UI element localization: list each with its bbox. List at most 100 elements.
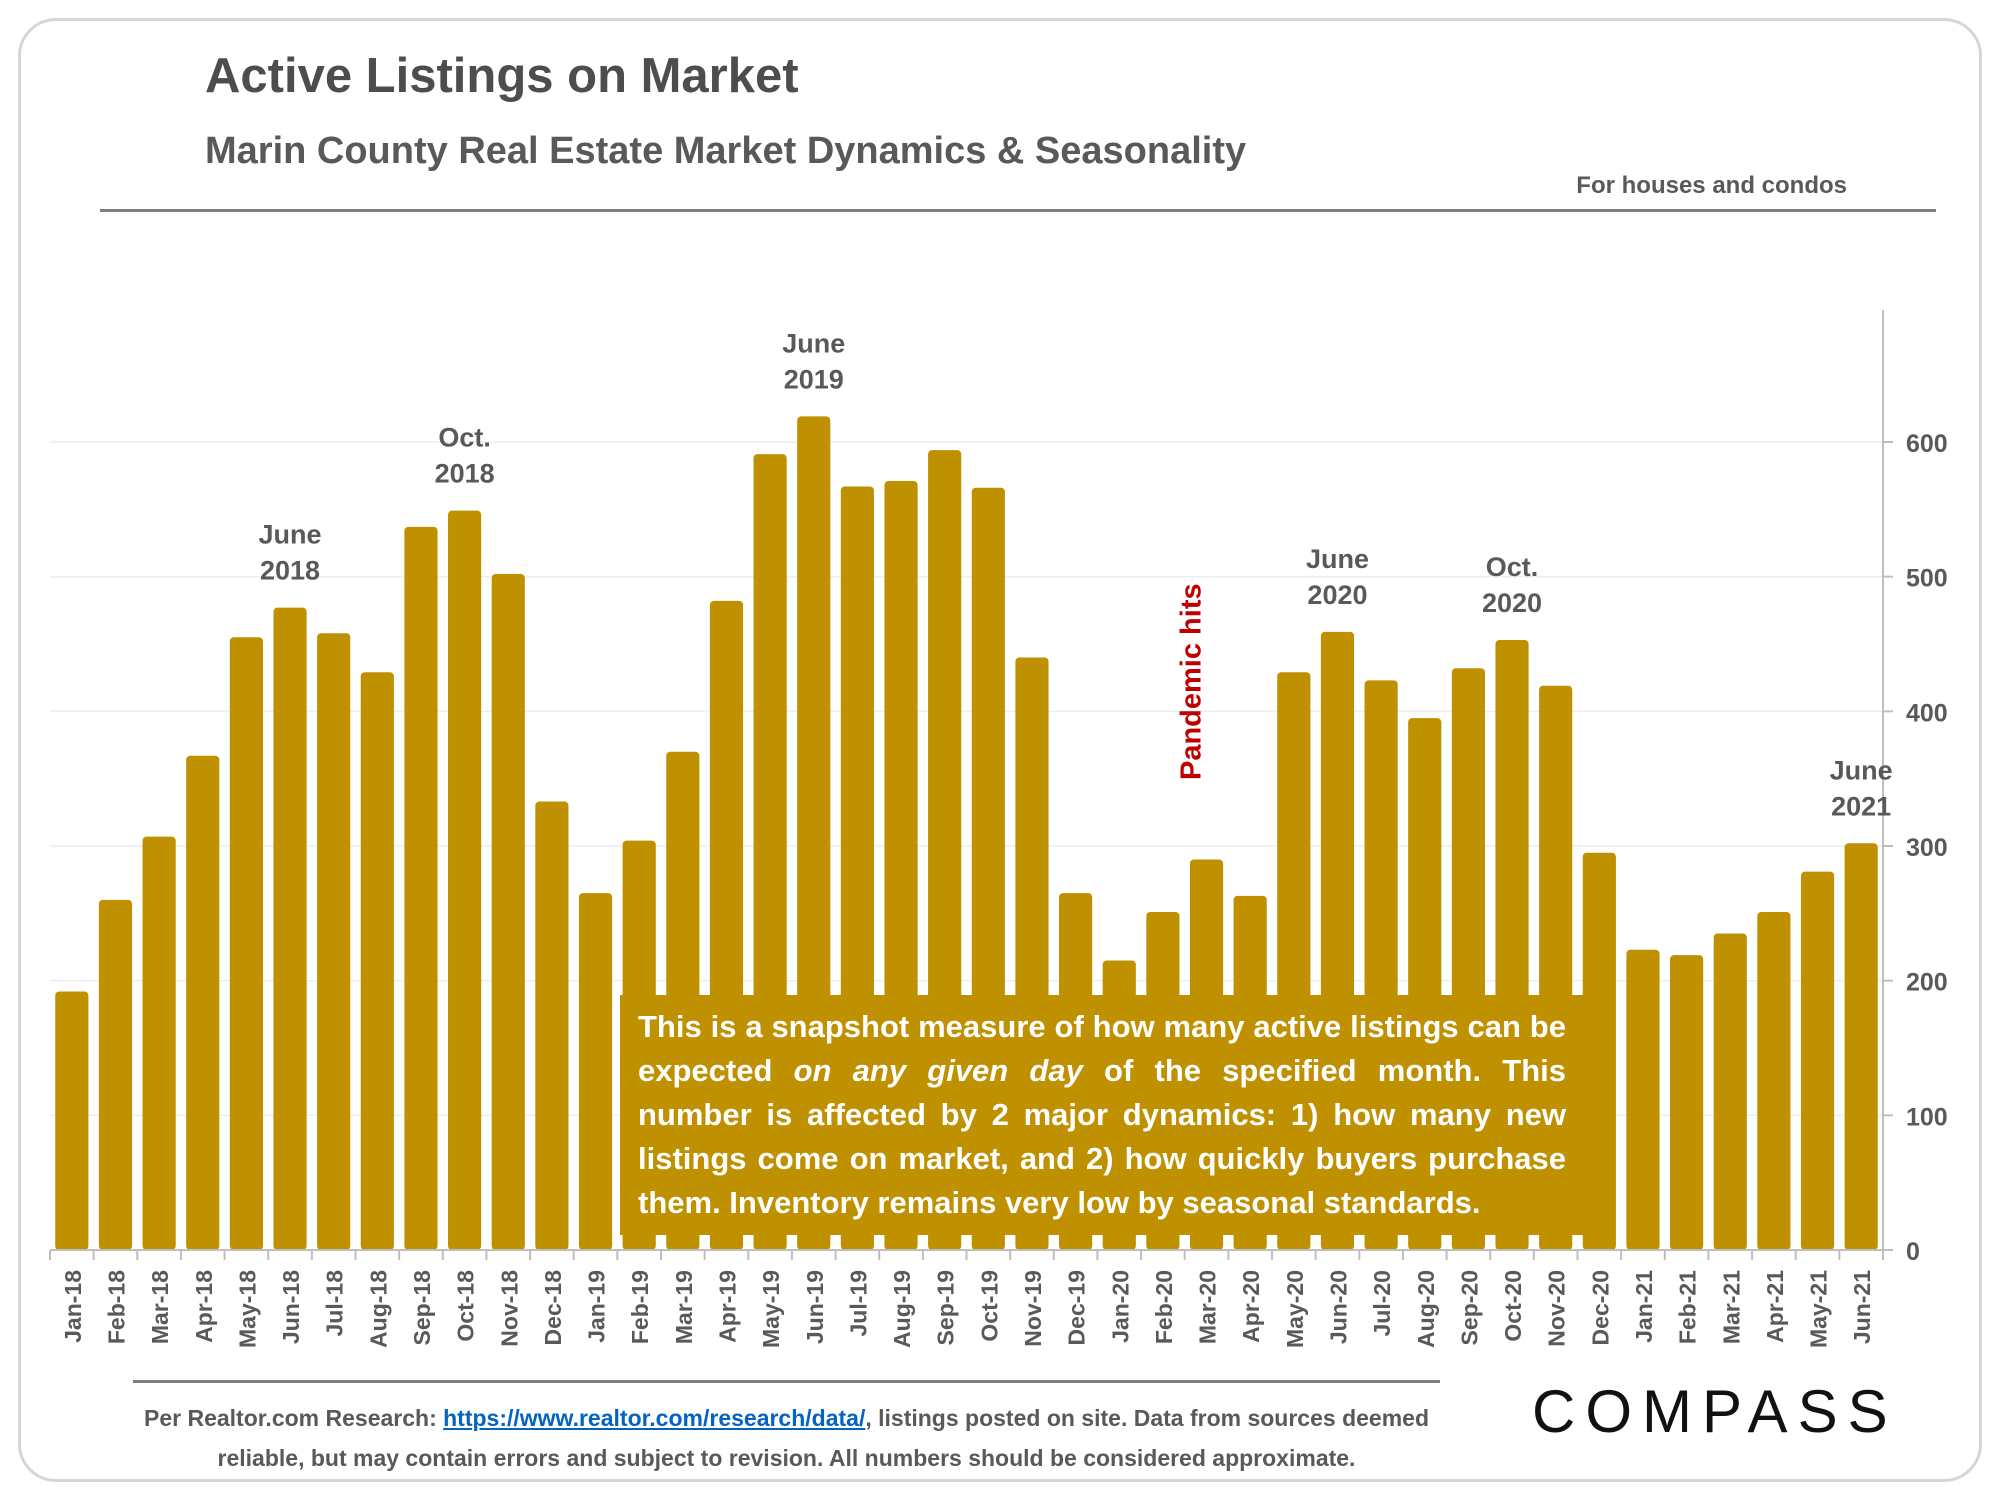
x-tick-label: Aug-19 [889,1270,915,1348]
bar [98,899,133,1250]
bar [186,755,220,1250]
x-tick-label: Aug-20 [1413,1270,1439,1348]
bar [1582,852,1616,1250]
annotation-line1: Oct. [438,423,491,453]
x-tick-label: May-20 [1282,1270,1308,1348]
scope-note: For houses and condos [1576,172,1847,199]
x-tick-label: Mar-19 [671,1270,697,1344]
bar [142,836,176,1250]
annotation-line2: 2018 [260,556,320,586]
x-tick-label: Jun-21 [1849,1270,1875,1344]
y-tick-label: 100 [1906,1103,1948,1131]
x-tick-label: Mar-20 [1195,1270,1221,1344]
chart-title: Active Listings on Market [205,49,799,103]
bar [229,637,263,1250]
x-tick-label: Jan-18 [60,1270,86,1343]
annotation-line1: Oct. [1486,552,1539,582]
bar [578,893,613,1250]
x-tick-label: Oct-20 [1500,1270,1526,1342]
chart-subtitle: Marin County Real Estate Market Dynamics… [205,130,1247,172]
x-tick-label: Dec-20 [1587,1270,1613,1345]
source-prefix: Per Realtor.com Research: [143,1405,444,1431]
annotation-line1: June [1830,755,1893,785]
annotation-line1: June [1306,544,1369,574]
x-tick-label: Apr-20 [1238,1270,1264,1343]
axes [49,310,1893,1260]
x-tick-label: Apr-21 [1762,1270,1788,1343]
y-tick-label: 300 [1906,834,1948,862]
annotation-line1: June [782,328,845,358]
x-tick-label: Dec-19 [1064,1270,1090,1345]
annotation-line1: June [259,520,322,550]
x-tick-label: Apr-19 [714,1270,740,1343]
x-tick-label: Jan-21 [1631,1270,1657,1343]
x-tick-label: Jul-18 [322,1270,348,1337]
x-tick-label: Mar-21 [1718,1270,1744,1344]
bar [491,573,525,1250]
note-text-2: of the specified month. This number is a… [638,1053,1566,1220]
note-emphasis: on any given day [793,1053,1083,1088]
annotation-line2: 2019 [784,364,844,394]
explanation-note: This is a snapshot measure of how many a… [620,995,1588,1235]
x-tick-label: Sep-19 [933,1270,959,1345]
bar [1800,871,1835,1250]
x-tick-label: May-18 [234,1270,260,1348]
peak-annotations: June 2018 Oct. 2018 June 2019 June 2020 Oct. 2020… [259,328,1893,821]
note-text-1: This is a snapshot measure of how many a… [638,1009,1566,1088]
x-tick-label: Jun-19 [802,1270,828,1344]
x-tick-label: Jan-20 [1107,1270,1133,1343]
footer-divider [133,1380,1440,1383]
x-tick-label: Jan-19 [584,1270,610,1343]
y-tick-label: 600 [1906,430,1948,458]
x-tick-label: Jun-18 [278,1270,304,1344]
x-tick-label: Jul-19 [845,1270,871,1336]
pandemic-label: Pandemic hits [1176,583,1208,780]
annotation-line2: 2021 [1831,791,1891,821]
bar [1844,843,1878,1250]
x-tick-label: Apr-18 [191,1270,217,1343]
source-link[interactable]: https://www.realtor.com/research/data/ [443,1405,866,1431]
compass-logo: COMPASS [1532,1378,1898,1445]
bar [404,526,438,1250]
x-tick-label: Oct-19 [976,1270,1002,1342]
x-tick-label: Nov-18 [496,1270,522,1347]
x-tick-label: Jul-20 [1369,1270,1395,1336]
x-tick-label: Dec-18 [540,1270,566,1346]
source-suffix: , listings posted on site. Data from sou… [217,1405,1429,1471]
x-tick-label: Feb-19 [627,1270,653,1344]
bar [1626,949,1660,1250]
x-tick-label: Nov-20 [1544,1270,1570,1347]
bar [535,801,569,1250]
x-tick-label: Nov-19 [1020,1270,1046,1347]
bar [1713,933,1747,1250]
y-tick-label: 400 [1906,699,1948,727]
x-tick-label: Sep-20 [1456,1270,1482,1345]
x-tick-label: Sep-18 [409,1270,435,1346]
annotation-line2: 2018 [435,459,495,489]
annotation-line2: 2020 [1307,580,1367,610]
y-tick-label: 500 [1906,565,1948,593]
x-tick-label: May-21 [1806,1270,1832,1348]
x-axis-labels: Jan-18 Feb-18 Mar-18 Apr-18 May-18 Jun-18 Jul-… [60,1270,1875,1348]
header-divider [100,209,1936,212]
y-axis-labels: 0 100 200 300 400 500 600 [1906,430,1948,1266]
annotation-line2: 2020 [1482,588,1542,618]
bar [55,991,89,1250]
x-tick-label: Feb-20 [1151,1270,1177,1344]
y-tick-label: 200 [1906,969,1948,997]
source-note: Per Realtor.com Research: https://www.re… [133,1398,1440,1478]
x-tick-label: Aug-18 [365,1270,391,1348]
x-tick-label: Jun-20 [1325,1270,1351,1344]
x-tick-label: Mar-18 [147,1270,173,1344]
x-tick-label: Oct-18 [453,1270,479,1342]
bar [317,633,351,1250]
x-tick-label: Feb-18 [103,1270,129,1344]
y-tick-label: 0 [1906,1238,1920,1266]
bar [1757,911,1791,1250]
bar [1670,955,1704,1250]
bar [273,607,307,1250]
x-tick-label: May-19 [758,1270,784,1348]
bar [448,510,482,1250]
x-tick-label: Feb-21 [1675,1270,1701,1344]
